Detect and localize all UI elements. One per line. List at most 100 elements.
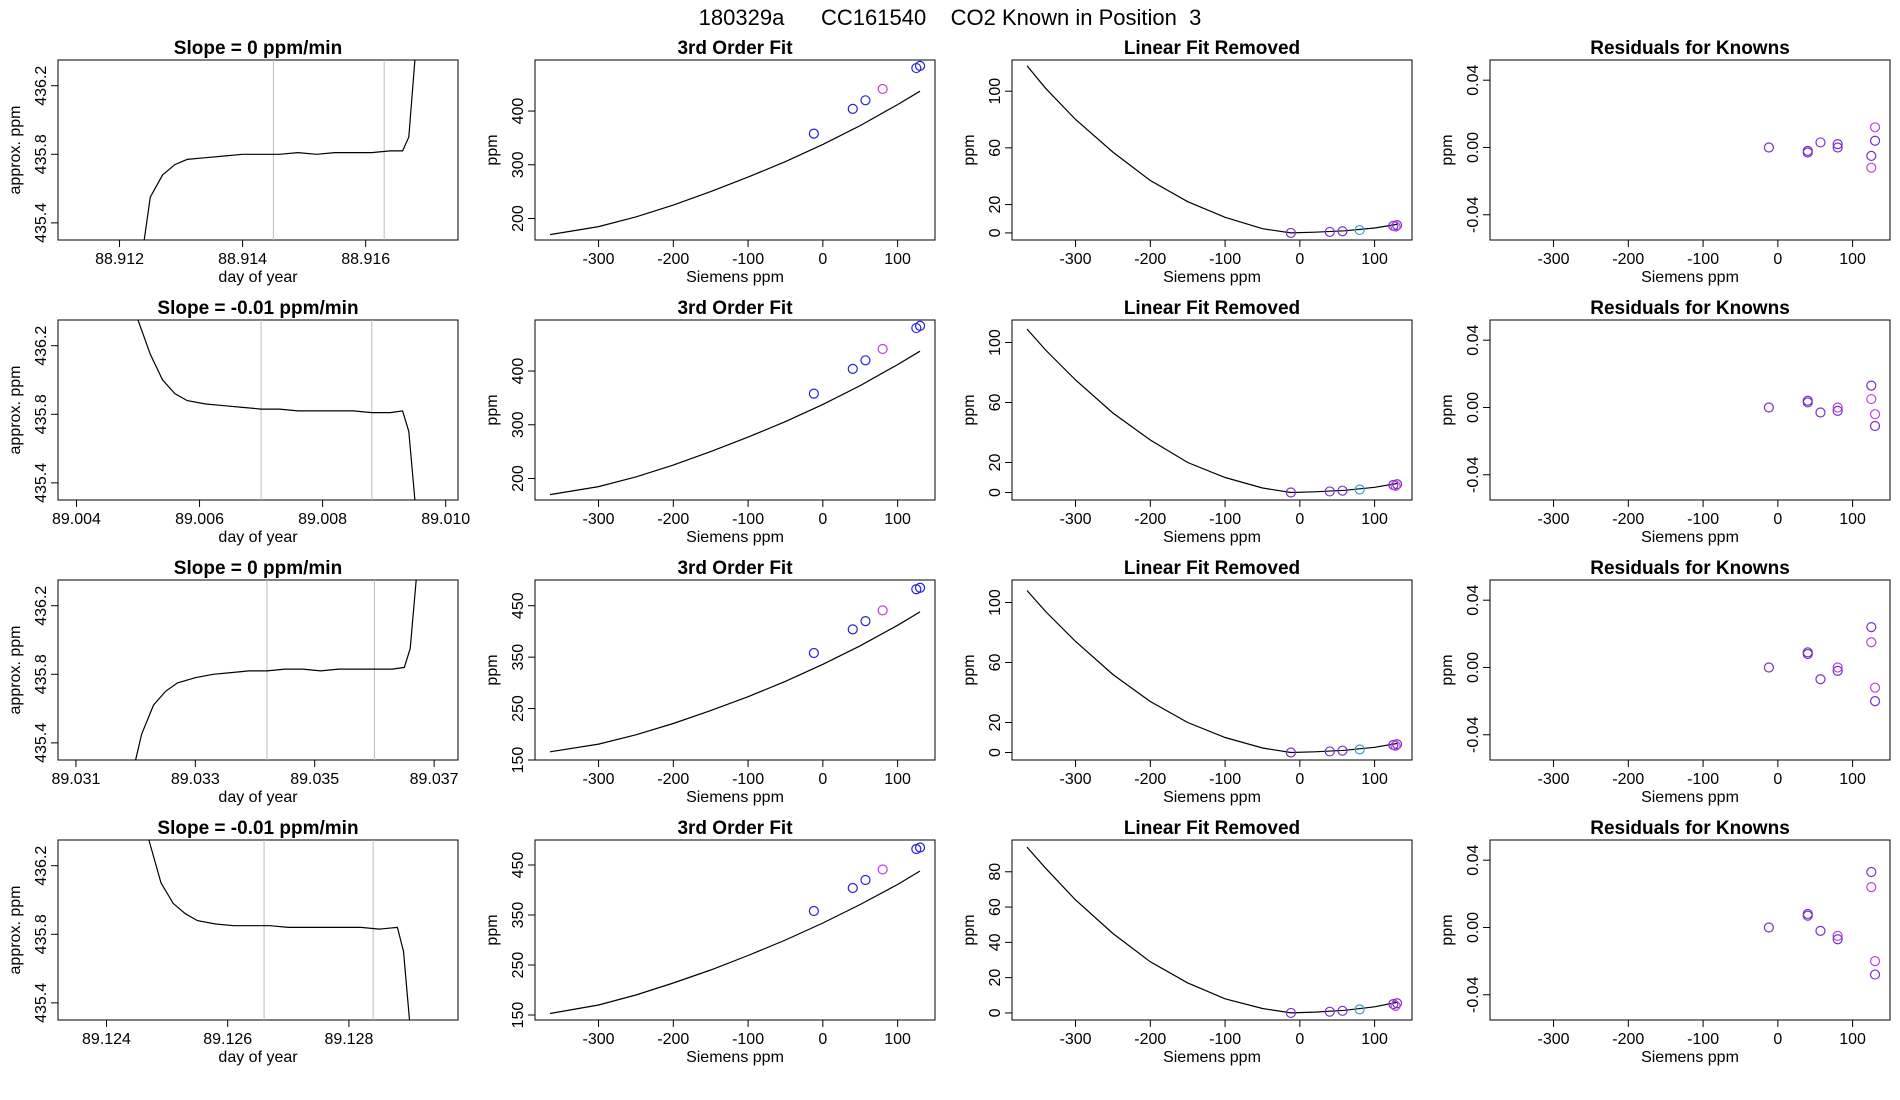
- data-point: [1354, 484, 1365, 495]
- x-tick-label: 89.124: [82, 1031, 131, 1048]
- y-tick-label: 20: [987, 196, 1004, 214]
- panel-title: Residuals for Knowns: [1590, 38, 1790, 59]
- x-tick-label: -200: [1612, 251, 1644, 268]
- plot-frame: [534, 59, 936, 241]
- y-axis-label: approx. ppm: [7, 886, 24, 975]
- plot-frame: [1489, 579, 1891, 761]
- panel-title: 3rd Order Fit: [677, 818, 793, 839]
- x-tick-label: -300: [583, 251, 615, 268]
- x-tick-label: 100: [1361, 251, 1388, 268]
- data-point: [914, 582, 926, 593]
- x-tick-label: -100: [1209, 511, 1241, 528]
- chart-panel-time-series: Slope = -0.01 ppm/min 89.004 89.006 89.008 8…: [7, 298, 470, 546]
- x-tick-label: -100: [732, 771, 764, 788]
- y-axis-label: ppm: [961, 654, 978, 685]
- data-point: [1337, 485, 1348, 496]
- x-tick-label: 89.004: [52, 511, 101, 528]
- y-tick-label: 100: [987, 589, 1004, 616]
- x-tick-label: 100: [1361, 771, 1388, 788]
- x-axis-label: Siemens ppm: [686, 789, 784, 806]
- x-axis-label: day of year: [218, 789, 298, 806]
- x-tick-label: 89.031: [51, 771, 100, 788]
- chart-panel-residuals: Residuals for Knowns -300 -200 -100 0 100 -0.0…: [1439, 558, 1891, 806]
- x-tick-label: 0: [1773, 251, 1782, 268]
- data-point: [1354, 1004, 1365, 1015]
- x-tick-label: -100: [1687, 251, 1719, 268]
- data-point: [847, 624, 858, 635]
- y-tick-label: 0: [987, 488, 1004, 497]
- y-axis-label: ppm: [484, 654, 501, 685]
- chart-panel-linear-fit-removed: Linear Fit Removed -300 -200 -100 0 100 0 20 60 1…: [961, 558, 1413, 806]
- x-tick-label: -100: [732, 511, 764, 528]
- panel-title: 3rd Order Fit: [677, 38, 793, 59]
- x-tick-label: 88.916: [341, 251, 390, 268]
- data-point: [860, 95, 871, 106]
- x-tick-label: 0: [1773, 511, 1782, 528]
- x-tick-label: 0: [1295, 511, 1304, 528]
- series-line: [1026, 846, 1398, 1014]
- chart-panel-time-series: Slope = 0 ppm/min 89.031 89.033 89.035 89.03…: [7, 558, 459, 806]
- data-point: [914, 320, 926, 332]
- series-line: [148, 840, 411, 1020]
- data-point: [1354, 224, 1365, 236]
- x-tick-label: -100: [1209, 1031, 1241, 1048]
- y-axis-label: ppm: [484, 394, 501, 425]
- plot-frame: [1011, 579, 1413, 761]
- y-tick-label: 60: [987, 654, 1004, 672]
- panel-title: 3rd Order Fit: [677, 558, 793, 579]
- y-tick-label: 100: [987, 78, 1004, 105]
- y-tick-label: 0: [987, 1008, 1004, 1017]
- plot-area: [549, 842, 926, 1015]
- data-point: [1832, 930, 1843, 941]
- panel-title: Residuals for Knowns: [1590, 558, 1790, 579]
- data-point: [877, 605, 888, 616]
- data-point: [1815, 925, 1826, 936]
- x-axis-label: day of year: [218, 529, 298, 546]
- panel-title: Linear Fit Removed: [1124, 818, 1300, 839]
- series-line: [143, 60, 416, 240]
- y-tick-label: 0.00: [1465, 132, 1482, 163]
- x-tick-label: -300: [1060, 1031, 1092, 1048]
- x-tick-label: 89.126: [203, 1031, 252, 1048]
- x-tick-label: -300: [583, 511, 615, 528]
- panel-title: Linear Fit Removed: [1124, 558, 1300, 579]
- data-point: [1832, 142, 1843, 153]
- x-tick-label: 100: [1361, 511, 1388, 528]
- data-point: [914, 842, 926, 853]
- x-tick-label: 100: [1839, 771, 1866, 788]
- y-axis-label: approx. ppm: [7, 626, 24, 715]
- data-point: [1390, 480, 1401, 491]
- y-tick-label: 60: [987, 898, 1004, 916]
- data-point: [1391, 998, 1403, 1009]
- x-tick-label: 88.912: [95, 251, 144, 268]
- x-tick-label: -300: [1538, 511, 1570, 528]
- chart-panel-third-order-fit: 3rd Order Fit -300 -200 -100 0 100 200 300 400 Si…: [484, 38, 936, 286]
- data-point: [808, 647, 819, 659]
- chart-panel-residuals: Residuals for Knowns -300 -200 -100 0 100 -0.0…: [1439, 298, 1891, 546]
- y-tick-label: 450: [510, 852, 527, 879]
- plot-area: [1763, 622, 1881, 707]
- y-axis-label: ppm: [1439, 914, 1456, 945]
- data-point: [860, 874, 871, 886]
- plot-area: [148, 840, 411, 1020]
- data-point: [1324, 746, 1335, 757]
- x-tick-label: 89.008: [298, 511, 347, 528]
- series-line: [1026, 65, 1398, 234]
- y-tick-label: 436.2: [33, 326, 50, 366]
- x-tick-label: -200: [1134, 1031, 1166, 1048]
- y-axis-label: ppm: [1439, 134, 1456, 165]
- data-point: [1802, 908, 1813, 920]
- y-tick-label: 150: [510, 747, 527, 774]
- y-tick-label: 150: [510, 1002, 527, 1029]
- y-tick-label: 350: [510, 644, 527, 671]
- x-tick-label: -200: [1134, 251, 1166, 268]
- data-point: [877, 343, 888, 355]
- y-tick-label: 435.4: [33, 983, 50, 1023]
- x-tick-label: 89.033: [171, 771, 220, 788]
- data-point: [1832, 934, 1843, 945]
- data-point: [1866, 150, 1877, 161]
- y-tick-label: 60: [987, 394, 1004, 412]
- series-line: [549, 350, 921, 496]
- y-tick-label: -0.04: [1465, 196, 1482, 233]
- data-point: [1390, 740, 1401, 751]
